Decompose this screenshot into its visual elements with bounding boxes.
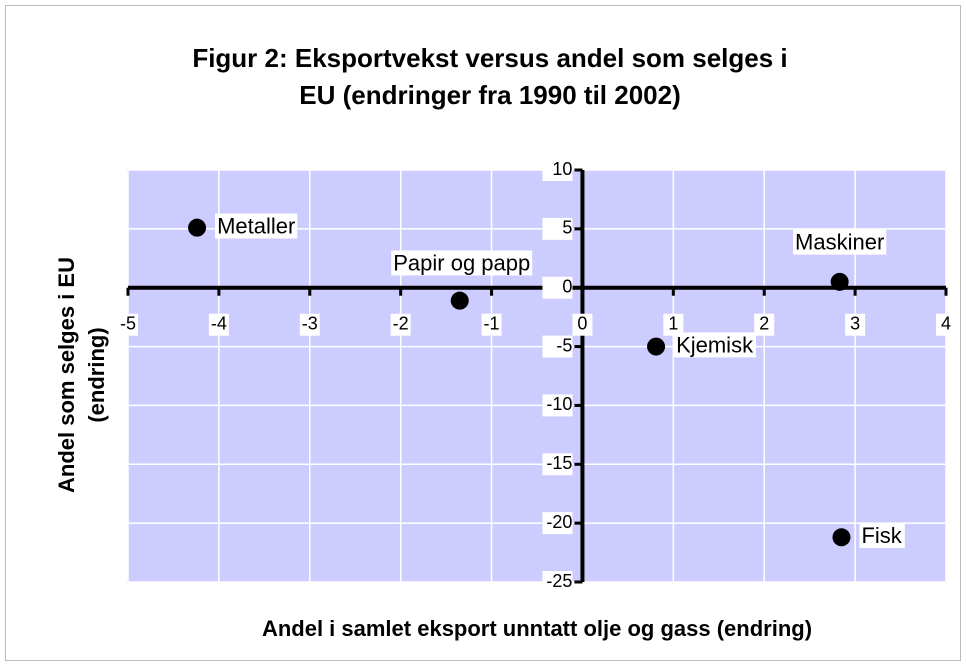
y-axis-label: (endring) — [84, 327, 109, 422]
point-label: Metaller — [217, 213, 295, 238]
x-tick-label: 3 — [850, 313, 860, 333]
point — [647, 337, 666, 356]
x-axis-label: Andel i samlet eksport unntatt olje og g… — [262, 616, 812, 641]
point-label: Kjemisk — [676, 332, 754, 357]
y-tick-label: -15 — [546, 453, 572, 473]
point — [188, 218, 207, 237]
x-tick-label: 0 — [577, 313, 587, 333]
point-label-bg — [215, 213, 298, 239]
y-tick-label: -20 — [546, 512, 572, 532]
point — [832, 528, 851, 547]
point-label-bg — [793, 229, 887, 255]
point-label: Papir og papp — [393, 250, 530, 275]
y-tick-label: 0 — [562, 276, 572, 296]
tick-label-bg — [481, 313, 502, 336]
y-tick-label: -25 — [546, 571, 572, 591]
x-tick-label: -2 — [393, 313, 409, 333]
tick-label-bg — [542, 335, 573, 358]
chart-title: Figur 2: Eksportvekst versus andel som s… — [192, 43, 787, 73]
tick-label-bg — [754, 313, 775, 336]
y-tick-label: 5 — [562, 218, 572, 238]
tick-label-bg — [390, 313, 411, 336]
point-label: Fisk — [861, 523, 902, 548]
tick-label-bg — [542, 512, 573, 535]
x-tick-label: -5 — [120, 313, 136, 333]
tick-label-bg — [542, 394, 573, 417]
chart-title: EU (endringer fra 1990 til 2002) — [299, 80, 680, 110]
point — [450, 291, 469, 310]
tick-label-bg — [542, 217, 573, 240]
point-label: Maskiner — [795, 230, 884, 255]
point-label-bg — [859, 523, 905, 549]
x-tick-label: -1 — [484, 313, 500, 333]
y-tick-label: -5 — [556, 335, 572, 355]
tick-label-bg — [845, 313, 866, 336]
point-label-bg — [674, 332, 757, 358]
tick-label-bg — [208, 313, 229, 336]
tick-label-bg — [299, 313, 320, 336]
tick-label-bg — [542, 159, 573, 181]
x-tick-label: 1 — [668, 313, 678, 333]
y-tick-label: 10 — [552, 159, 572, 179]
x-tick-label: 2 — [759, 313, 769, 333]
tick-label-bg — [542, 276, 573, 299]
tick-label-bg — [118, 313, 138, 336]
tick-label-bg — [542, 453, 573, 476]
y-tick-label: -10 — [546, 394, 572, 414]
tick-label-bg — [663, 313, 684, 336]
point — [830, 272, 849, 291]
tick-label-bg — [572, 313, 593, 336]
tick-label-bg — [542, 571, 573, 593]
y-axis-label: Andel som selges i EU — [54, 257, 79, 493]
tick-label-bg — [936, 313, 956, 336]
x-tick-label: -3 — [302, 313, 318, 333]
x-tick-label: -4 — [211, 313, 227, 333]
point-label-bg — [391, 250, 533, 276]
x-tick-label: 4 — [941, 313, 951, 333]
